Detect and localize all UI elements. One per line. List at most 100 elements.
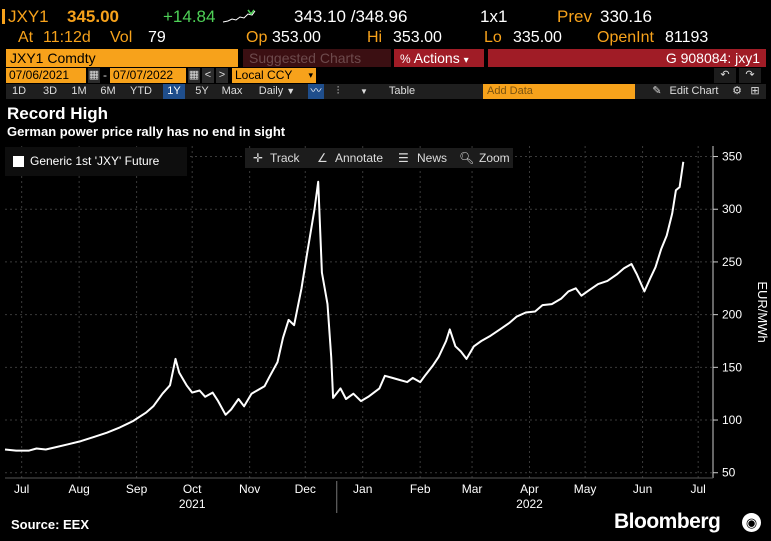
camera-icon[interactable]: ◉ bbox=[742, 513, 761, 532]
next-arrow-icon[interactable]: > bbox=[216, 68, 228, 83]
oi-label: OpenInt bbox=[597, 29, 654, 46]
series-line bbox=[4, 161, 685, 452]
suggested-charts-label: Suggested Charts bbox=[249, 50, 362, 66]
start-calendar-icon[interactable]: ▦ bbox=[88, 68, 100, 83]
y-axis: 50 100 150 200 250 300 350 EUR/MWh bbox=[712, 146, 770, 480]
lo-value: 335.00 bbox=[513, 29, 562, 46]
x-tick-label: Nov bbox=[239, 482, 260, 496]
bid-ask: 343.10 /348.96 bbox=[294, 7, 408, 26]
x-tick-label: Jul bbox=[14, 482, 29, 496]
y-tick-label: 50 bbox=[722, 466, 736, 480]
chart-legend[interactable]: Generic 1st 'JXY' Future bbox=[5, 147, 187, 176]
chart-headline: Record High bbox=[7, 104, 109, 123]
line-chart-icon[interactable]: 〰 bbox=[308, 84, 324, 99]
quote-detail-row: At 11:12d Vol 79 Op 353.00 Hi 353.00 Lo … bbox=[0, 29, 771, 49]
y-tick-label: 150 bbox=[722, 360, 742, 374]
chevron-down-icon: ▾ bbox=[308, 70, 313, 80]
chart-subheadline: German power price rally has no end in s… bbox=[7, 124, 286, 139]
period-1m[interactable]: 1M bbox=[71, 85, 87, 97]
edit-chart-button[interactable]: Edit Chart bbox=[669, 85, 719, 97]
chart-id: G 908084: jxy1 bbox=[488, 49, 766, 67]
actions-button[interactable]: % Actions ▾ bbox=[394, 49, 484, 67]
redo-icon[interactable]: ↷ bbox=[739, 68, 761, 83]
ticker[interactable]: JXY1 bbox=[8, 7, 49, 26]
x-tick-label: Apr bbox=[520, 482, 539, 496]
annotate-icon[interactable]: ∠ bbox=[317, 151, 328, 165]
zoom-button[interactable]: Zoom bbox=[479, 151, 510, 165]
pencil-icon[interactable]: ✎ bbox=[652, 85, 662, 97]
bloomberg-logo: Bloomberg bbox=[614, 510, 721, 533]
frequency-select[interactable]: Daily ▼ bbox=[252, 84, 302, 99]
open-value: 353.00 bbox=[272, 29, 321, 46]
x-tick-label: Oct bbox=[183, 482, 202, 496]
period-1d[interactable]: 1D bbox=[11, 85, 27, 97]
chart-series bbox=[4, 161, 685, 452]
chart-settings-icon[interactable]: ⊞ bbox=[750, 85, 760, 97]
prev-arrow-icon[interactable]: < bbox=[202, 68, 214, 83]
size: 1x1 bbox=[480, 7, 508, 26]
y-tick-label: 250 bbox=[722, 255, 742, 269]
y-tick-label: 100 bbox=[722, 413, 742, 427]
end-date-input[interactable]: 07/07/2022 bbox=[110, 68, 186, 83]
chart-toolbar: 1D 3D 1M 6M YTD 1Y 5Y Max Daily ▼ 〰 ⫶ ▼ … bbox=[6, 84, 766, 99]
vol-value: 79 bbox=[148, 29, 166, 46]
y-tick-label: 350 bbox=[722, 150, 742, 164]
security-field[interactable]: JXY1 Comdty bbox=[6, 49, 238, 67]
sparkline-icon bbox=[222, 9, 256, 23]
x-axis: Jul Aug Sep Oct Nov Dec Jan Feb Mar Apr May Jun Jul 2… bbox=[5, 477, 713, 513]
end-calendar-icon[interactable]: ▦ bbox=[188, 68, 200, 83]
chart-grid bbox=[5, 146, 713, 478]
chevron-down-icon: ▼ bbox=[286, 86, 296, 96]
period-6m[interactable]: 6M bbox=[100, 85, 116, 97]
date-range-bar: 07/06/2021 ▦ - 07/07/2022 ▦ < > Local CC… bbox=[6, 68, 766, 83]
period-5y[interactable]: 5Y bbox=[195, 85, 209, 97]
x-tick-label: Feb bbox=[410, 482, 431, 496]
prev-label: Prev bbox=[557, 7, 592, 26]
open-label: Op bbox=[246, 29, 268, 46]
hi-value: 353.00 bbox=[393, 29, 442, 46]
gear-icon[interactable]: ⚙ bbox=[732, 85, 742, 97]
time-label: At bbox=[18, 29, 34, 46]
chevron-down-icon: ▾ bbox=[463, 55, 469, 66]
add-data-input[interactable]: Add Data bbox=[483, 84, 635, 99]
period-3d[interactable]: 3D bbox=[42, 85, 58, 97]
table-button[interactable]: Table bbox=[388, 85, 416, 97]
x-tick-label: Aug bbox=[68, 482, 89, 496]
x-tick-label: Dec bbox=[295, 482, 316, 496]
news-button[interactable]: News bbox=[417, 151, 448, 165]
zoom-icon[interactable]: 🔍︎ bbox=[459, 151, 475, 165]
price-chart[interactable]: 50 100 150 200 250 300 350 EUR/MWh Jul Aug Sep Oct… bbox=[0, 146, 771, 516]
y-axis-label: EUR/MWh bbox=[755, 281, 770, 342]
annotate-button[interactable]: Annotate bbox=[335, 151, 384, 165]
prev-value: 330.16 bbox=[600, 7, 652, 26]
track-icon[interactable]: ✛ bbox=[253, 151, 264, 165]
news-icon[interactable]: ☰ bbox=[398, 151, 409, 165]
currency-label: Local CCY bbox=[235, 68, 293, 82]
chart-tools-bar: ✛ Track ∠ Annotate ☰ News 🔍︎ Zoom bbox=[245, 148, 513, 168]
actions-label: Actions bbox=[413, 50, 460, 66]
legend-label: Generic 1st 'JXY' Future bbox=[30, 154, 160, 168]
year-label: 2021 bbox=[179, 497, 206, 511]
undo-icon[interactable]: ↶ bbox=[714, 68, 736, 83]
frequency-label: Daily bbox=[258, 85, 284, 97]
period-1y[interactable]: 1Y bbox=[163, 84, 185, 99]
currency-select[interactable]: Local CCY ▾ bbox=[232, 68, 316, 83]
y-tick-label: 300 bbox=[722, 202, 742, 216]
last-price: 345.00 bbox=[67, 7, 119, 26]
suggested-charts-button[interactable]: Suggested Charts bbox=[243, 49, 391, 67]
x-tick-label: Mar bbox=[462, 482, 483, 496]
x-tick-label: Jan bbox=[353, 482, 372, 496]
year-label: 2022 bbox=[516, 497, 543, 511]
bar-chart-icon[interactable]: ⫶ bbox=[336, 85, 340, 97]
legend-swatch bbox=[13, 156, 24, 167]
y-tick-label: 200 bbox=[722, 308, 742, 322]
period-ytd[interactable]: YTD bbox=[130, 85, 152, 97]
ticker-marker bbox=[2, 9, 5, 24]
start-date-input[interactable]: 07/06/2021 bbox=[6, 68, 86, 83]
period-max[interactable]: Max bbox=[221, 85, 243, 97]
track-button[interactable]: Track bbox=[270, 151, 300, 165]
date-dash: - bbox=[103, 68, 107, 82]
chevron-down-icon[interactable]: ▼ bbox=[360, 87, 368, 96]
net-change: +14.84 bbox=[163, 7, 216, 26]
percent-icon: % bbox=[400, 52, 411, 66]
